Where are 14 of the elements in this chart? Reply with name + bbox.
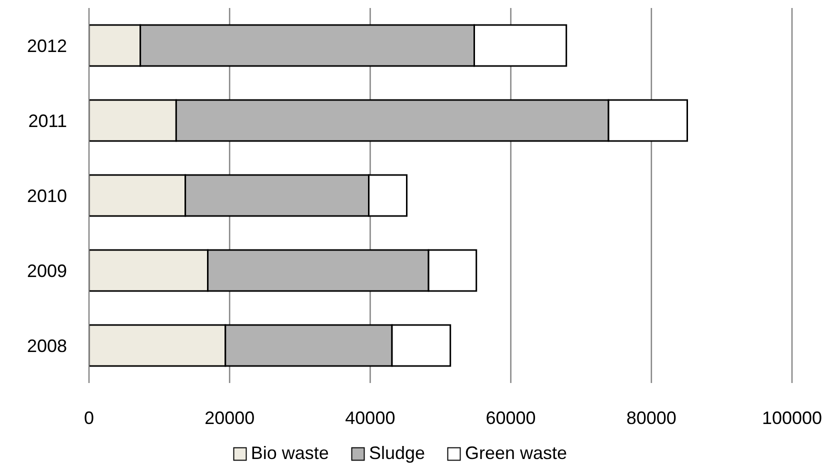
x-tick-label: 0	[84, 408, 94, 428]
y-tick-label: 2012	[26, 36, 67, 56]
x-tick-label: 20000	[204, 408, 255, 428]
legend-label: Green waste	[465, 443, 568, 464]
x-tick-label: 60000	[486, 408, 536, 428]
x-tick-label: 80000	[626, 408, 676, 428]
y-tick-label: 2008	[26, 336, 67, 356]
y-tick-label: 2011	[28, 110, 67, 131]
legend-label: Bio waste	[250, 443, 329, 464]
legend-label: Sludge	[368, 443, 426, 464]
x-tick-label: 100000	[762, 408, 822, 428]
y-tick-label: 2010	[26, 186, 67, 206]
y-tick-label: 2009	[26, 260, 67, 281]
x-tick-label: 40000	[345, 408, 396, 428]
